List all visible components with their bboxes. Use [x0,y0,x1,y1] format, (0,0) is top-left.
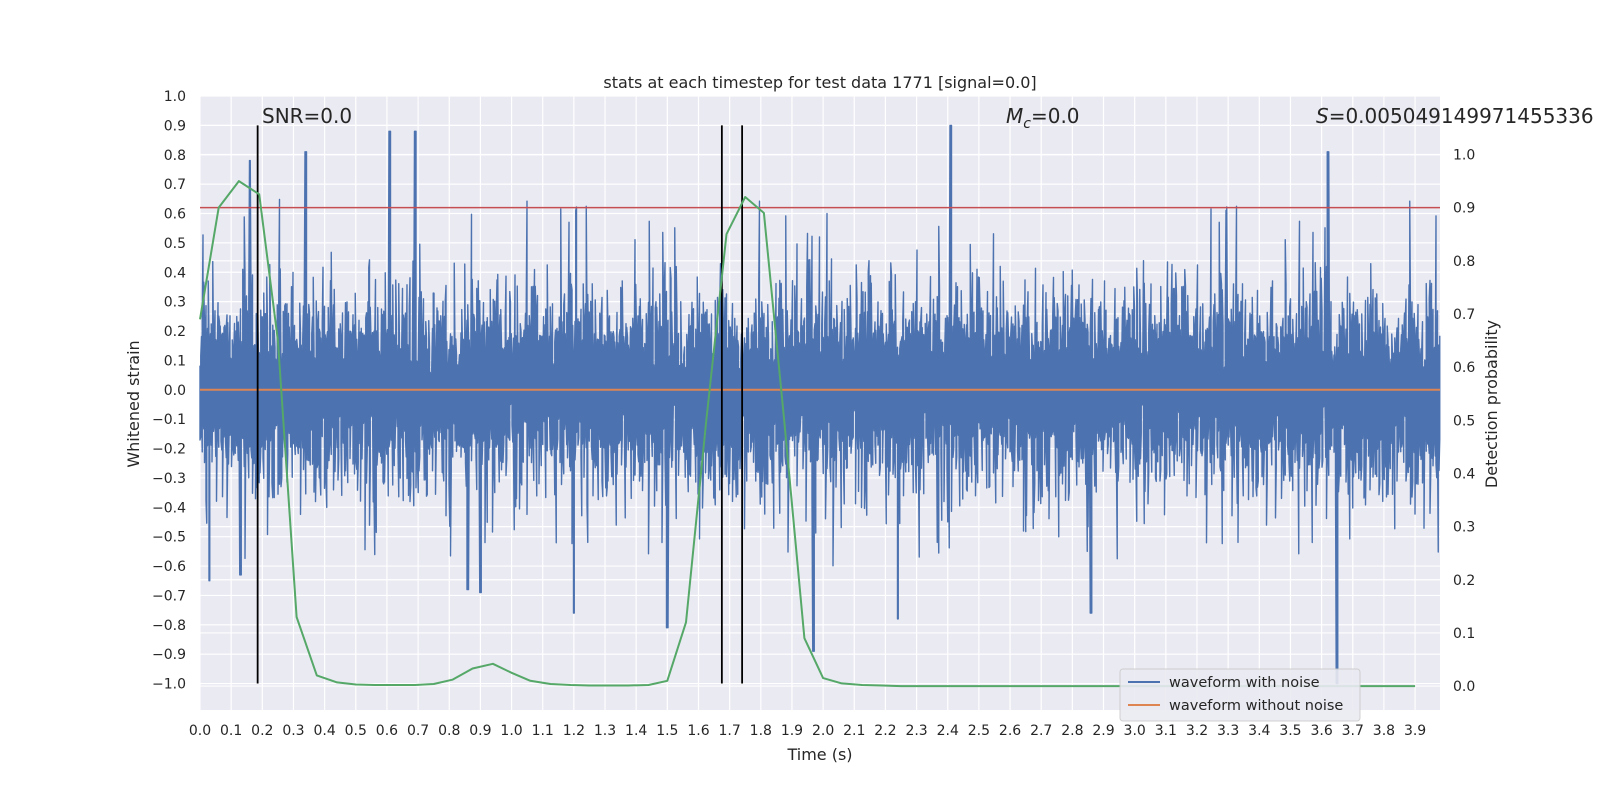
x-tick-label: 3.6 [1310,723,1332,739]
y2-tick-label: 0.0 [1453,679,1475,695]
mc-annotation: Mc=0.0 [1006,104,1080,132]
y-tick-label: 0.7 [164,177,186,193]
x-tick-label: 1.3 [594,723,616,739]
x-tick-label: 1.5 [656,723,678,739]
overlays [199,125,1440,688]
y2-tick-label: 0.3 [1453,520,1475,536]
x-tick-label: 2.5 [968,723,990,739]
x-tick-label: 1.7 [719,723,741,739]
x-tick-label: 3.4 [1248,723,1270,739]
y2-tick-label: 0.9 [1453,201,1475,217]
s-annotation: S=0.005049149971455336 [1316,104,1594,128]
y2-axis-title: Detection probability [1482,320,1501,488]
legend: waveform with noise waveform without noi… [1119,668,1361,722]
mc-symbol: M [1006,104,1023,128]
y2-tick-label: 1.0 [1453,147,1475,163]
s-symbol: S [1316,104,1329,128]
legend-label-noise: waveform with noise [1169,675,1320,691]
x-tick-label: 3.9 [1404,723,1426,739]
y2-tick-label: 0.6 [1453,360,1475,376]
x-tick-label: 0.2 [251,723,273,739]
y-tick-label: −0.3 [152,471,186,487]
y-tick-label: −0.5 [152,530,186,546]
x-tick-label: 3.3 [1217,723,1239,739]
x-tick-label: 2.6 [999,723,1021,739]
x-tick-label: 1.0 [500,723,522,739]
y-tick-label: 0.8 [164,148,186,164]
x-tick-label: 2.4 [937,723,959,739]
x-tick-label: 0.5 [345,723,367,739]
y-tick-label: 0.0 [164,383,186,399]
y-tick-label: −0.7 [152,588,186,604]
legend-label-clean: waveform without noise [1169,698,1343,714]
y2-tick-label: 0.7 [1453,307,1475,323]
x-tick-label: 0.1 [220,723,242,739]
y-tick-label: 0.4 [164,265,186,281]
y-axis-ticks: 1.0 0.9 0.8 0.7 0.6 0.5 0.4 0.3 0.2 0.1 0.0 −0.1 −0.… [152,89,186,693]
y-tick-label: 0.3 [164,295,186,311]
y-tick-label: −0.4 [152,500,186,516]
y-tick-label: 1.0 [164,89,186,105]
x-tick-label: 1.6 [687,723,709,739]
x-tick-label: 2.9 [1092,723,1114,739]
x-tick-label: 0.0 [189,723,211,739]
x-tick-label: 1.1 [532,723,554,739]
x-tick-label: 0.6 [376,723,398,739]
x-tick-label: 1.2 [563,723,585,739]
x-tick-label: 2.0 [812,723,834,739]
y-tick-label: 0.2 [164,324,186,340]
x-axis-ticks: 0.0 0.1 0.2 0.3 0.4 0.5 0.6 0.7 0.8 0.9 1.0 1.1 1.2 1… [189,723,1426,739]
y2-tick-label: 0.4 [1453,466,1475,482]
legend-box [1119,668,1361,722]
x-tick-label: 2.2 [874,723,896,739]
x-tick-label: 0.3 [282,723,304,739]
x-tick-label: 3.0 [1124,723,1146,739]
x-tick-label: 3.2 [1186,723,1208,739]
y-tick-label: −0.9 [152,647,186,663]
x-tick-label: 0.8 [438,723,460,739]
x-tick-label: 1.8 [750,723,772,739]
y-tick-label: 0.1 [164,353,186,369]
y-tick-label: 0.5 [164,236,186,252]
x-tick-label: 2.7 [1030,723,1052,739]
y2-tick-label: 0.5 [1453,413,1475,429]
x-tick-label: 2.1 [843,723,865,739]
x-axis-title: Time (s) [786,745,852,764]
x-tick-label: 2.8 [1061,723,1083,739]
y-tick-label: −0.8 [152,618,186,634]
y-axis-title: Whitened strain [124,340,143,467]
chart-title: stats at each timestep for test data 177… [603,73,1036,92]
y2-axis-ticks: 1.0 0.9 0.8 0.7 0.6 0.5 0.4 0.3 0.2 0.1 0.0 [1453,147,1475,695]
y-tick-label: −0.6 [152,559,186,575]
x-tick-label: 0.9 [469,723,491,739]
y2-tick-label: 0.2 [1453,573,1475,589]
y2-tick-label: 0.8 [1453,254,1475,270]
mc-subscript: c [1023,116,1031,132]
x-tick-label: 1.9 [781,723,803,739]
y-tick-label: −0.1 [152,412,186,428]
x-tick-label: 3.1 [1155,723,1177,739]
s-value: =0.005049149971455336 [1329,104,1594,128]
x-tick-label: 3.8 [1373,723,1395,739]
x-tick-label: 3.5 [1279,723,1301,739]
mc-value: =0.0 [1031,104,1080,128]
x-tick-label: 0.4 [313,723,335,739]
y-tick-label: 0.6 [164,207,186,223]
noise-series [199,124,1441,685]
x-tick-label: 1.4 [625,723,647,739]
detection-probability-line [199,180,1416,688]
y-tick-label: −1.0 [152,677,186,693]
y-tick-label: −0.2 [152,442,186,458]
x-tick-label: 3.7 [1342,723,1364,739]
x-tick-label: 0.7 [407,723,429,739]
noise-waveform-line [199,124,1441,685]
y2-tick-label: 0.1 [1453,626,1475,642]
snr-annotation: SNR=0.0 [262,104,352,128]
x-tick-label: 2.3 [905,723,927,739]
y-tick-label: 0.9 [164,118,186,134]
